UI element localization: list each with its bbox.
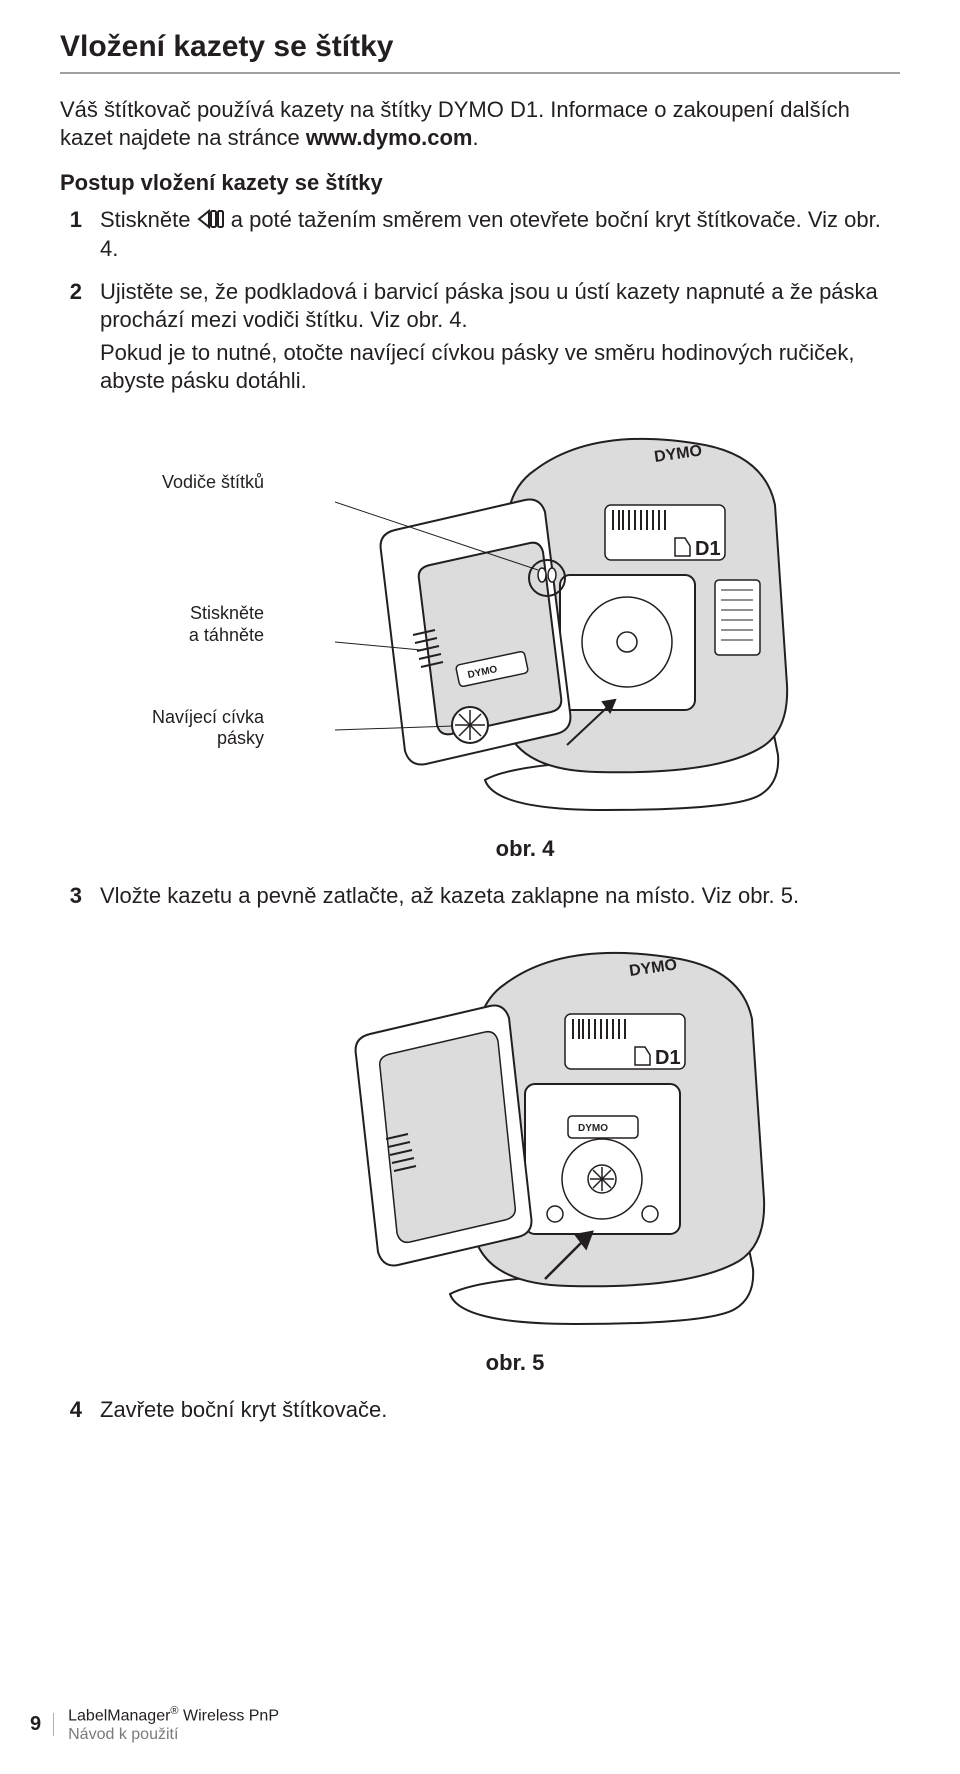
callout-press-pull: Stiskněte a táhněte — [60, 603, 264, 646]
figure-4-caption: obr. 4 — [150, 836, 900, 862]
callout-label-guides: Vodiče štítků — [60, 472, 264, 494]
press-release-icon — [197, 208, 225, 230]
step-number: 2 — [60, 278, 82, 400]
intro-paragraph: Váš štítkovač používá kazety na štítky D… — [60, 96, 900, 152]
step-body: Stiskněte a poté tažením směrem ven otev… — [100, 206, 900, 267]
steps-list: 1 Stiskněte a poté tažením směrem ven ot… — [60, 206, 900, 400]
step2-p1: Ujistěte se, že podkladová i barvicí pás… — [100, 278, 900, 335]
page-footer: 9 LabelManager® Wireless PnP Návod k pou… — [30, 1705, 279, 1744]
step-1: 1 Stiskněte a poté tažením směrem ven ot… — [60, 206, 900, 267]
figure-4-block: Vodiče štítků Stiskněte a táhněte Navíje… — [60, 410, 900, 862]
callout-spool: Navíjecí cívka pásky — [60, 707, 264, 750]
steps-list-cont2: 4 Zavřete boční kryt štítkovače. — [60, 1396, 900, 1429]
figure-4-callouts: Vodiče štítků Stiskněte a táhněte Navíje… — [60, 472, 270, 768]
footer-subtitle: Návod k použití — [68, 1726, 279, 1744]
intro-tail: . — [472, 125, 478, 150]
figure-5-block: DYMO D1 — [60, 924, 900, 1376]
step-number: 3 — [60, 882, 82, 915]
printer-cassette-inserted-diagram: DYMO D1 — [330, 924, 810, 1344]
svg-text:DYMO: DYMO — [578, 1123, 608, 1134]
step-body: Ujistěte se, že podkladová i barvicí pás… — [100, 278, 900, 400]
page-number: 9 — [30, 1713, 54, 1736]
step-number: 1 — [60, 206, 82, 267]
step-number: 4 — [60, 1396, 82, 1429]
step-4: 4 Zavřete boční kryt štítkovače. — [60, 1396, 900, 1429]
intro-link: www.dymo.com — [306, 125, 473, 150]
d1-label: D1 — [655, 1047, 681, 1069]
step2-p2: Pokud je to nutné, otočte navíjecí cívko… — [100, 339, 900, 396]
step-2: 2 Ujistěte se, že podkladová i barvicí p… — [60, 278, 900, 400]
procedure-heading: Postup vložení kazety se štítky — [60, 170, 900, 196]
horizontal-rule — [60, 72, 900, 74]
figure-5-caption: obr. 5 — [130, 1350, 900, 1376]
d1-label: D1 — [695, 538, 721, 560]
printer-open-cassette-diagram: D1 DYMO — [335, 410, 835, 830]
footer-product: LabelManager® Wireless PnP — [68, 1705, 279, 1726]
steps-list-cont1: 3 Vložte kazetu a pevně zatlačte, až kaz… — [60, 882, 900, 915]
section-title: Vložení kazety se štítky — [60, 30, 900, 64]
step-body: Zavřete boční kryt štítkovače. — [100, 1396, 900, 1429]
step1-pre: Stiskněte — [100, 207, 197, 232]
step-body: Vložte kazetu a pevně zatlačte, až kazet… — [100, 882, 900, 915]
step4-text: Zavřete boční kryt štítkovače. — [100, 1396, 900, 1425]
step3-text: Vložte kazetu a pevně zatlačte, až kazet… — [100, 882, 900, 911]
step-3: 3 Vložte kazetu a pevně zatlačte, až kaz… — [60, 882, 900, 915]
